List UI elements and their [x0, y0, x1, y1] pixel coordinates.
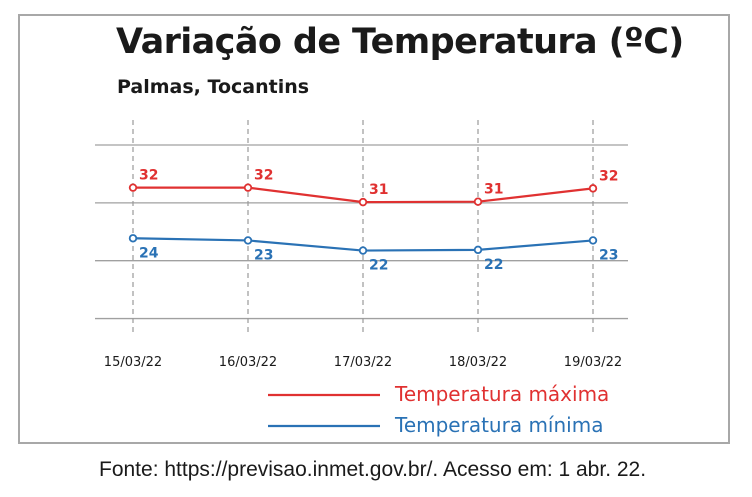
data-point [128, 183, 138, 192]
data-label: 23 [599, 247, 618, 263]
data-label: 32 [599, 168, 618, 184]
data-label: 22 [369, 258, 388, 274]
legend-label: Temperatura máxima [394, 382, 609, 406]
x-tick-label: 16/03/22 [219, 355, 277, 370]
chart-subtitle: Palmas, Tocantins [117, 76, 310, 98]
x-tick-label: 18/03/22 [449, 355, 507, 370]
data-point [358, 246, 368, 255]
data-label: 32 [254, 168, 273, 184]
x-tick-label: 19/03/22 [564, 355, 622, 370]
data-point [588, 184, 598, 193]
data-point [358, 197, 368, 207]
source-caption: Fonte: https://previsao.inmet.gov.br/. A… [99, 458, 647, 481]
data-label: 32 [139, 168, 158, 184]
data-point [473, 245, 483, 255]
data-point [243, 183, 253, 192]
chart-title: Variação de Temperatura (ºC) [116, 22, 684, 62]
x-tick-label: 15/03/22 [104, 355, 162, 370]
data-label: 22 [484, 257, 503, 273]
data-point [473, 197, 483, 206]
legend-label: Temperatura mínima [394, 413, 603, 437]
data-label: 23 [254, 247, 273, 263]
data-label: 24 [139, 245, 159, 261]
x-tick-label: 17/03/22 [334, 355, 392, 370]
data-point [588, 236, 598, 245]
chart-frame [18, 14, 730, 444]
data-point [128, 234, 138, 243]
data-point [243, 236, 253, 245]
data-label: 31 [369, 182, 388, 198]
data-label: 31 [484, 182, 503, 198]
